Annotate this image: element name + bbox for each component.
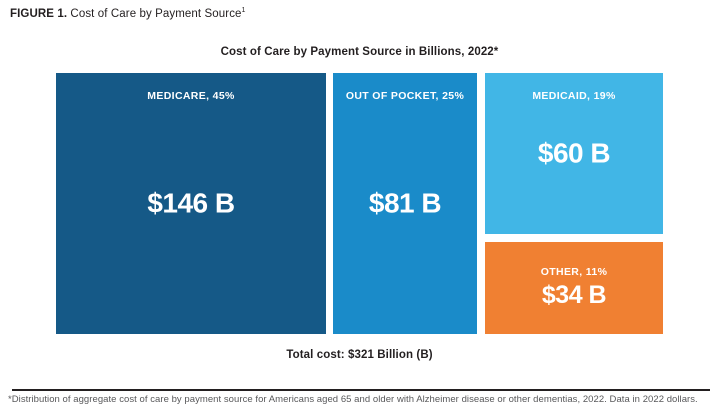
figure-number: FIGURE 1. bbox=[10, 7, 68, 20]
total-cost-text: Total cost: $321 Billion (B) bbox=[286, 349, 433, 361]
segment-label: MEDICARE, 45% bbox=[147, 90, 235, 102]
segment-label: OUT OF POCKET, 25% bbox=[345, 90, 465, 102]
treemap-chart: MEDICARE, 45% $146 B OUT OF POCKET, 25% … bbox=[56, 73, 663, 334]
figure-caption-text: Cost of Care by Payment Source bbox=[67, 7, 242, 20]
footnote-text: *Distribution of aggregate cost of care … bbox=[8, 394, 698, 405]
segment-value: $81 B bbox=[368, 186, 442, 218]
figure-caption-superscript: 1 bbox=[241, 7, 246, 14]
segment-value: $60 B bbox=[537, 136, 611, 168]
segment-label: OTHER, 11% bbox=[540, 266, 608, 278]
segment-value: $146 B bbox=[147, 186, 235, 218]
treemap-segment-other: OTHER, 11% $34 B bbox=[485, 242, 663, 334]
treemap-segment-medicaid: MEDICAID, 19% $60 B bbox=[485, 73, 663, 234]
treemap-segment-out-of-pocket: OUT OF POCKET, 25% $81 B bbox=[333, 73, 477, 334]
footnote-divider bbox=[12, 389, 710, 391]
chart-title: Cost of Care by Payment Source in Billio… bbox=[220, 46, 499, 58]
segment-value: $34 B bbox=[541, 281, 607, 309]
segment-label: MEDICAID, 19% bbox=[532, 90, 616, 102]
figure-caption: FIGURE 1. Cost of Care by Payment Source… bbox=[10, 7, 246, 20]
treemap-segment-medicare: MEDICARE, 45% $146 B bbox=[56, 73, 326, 334]
